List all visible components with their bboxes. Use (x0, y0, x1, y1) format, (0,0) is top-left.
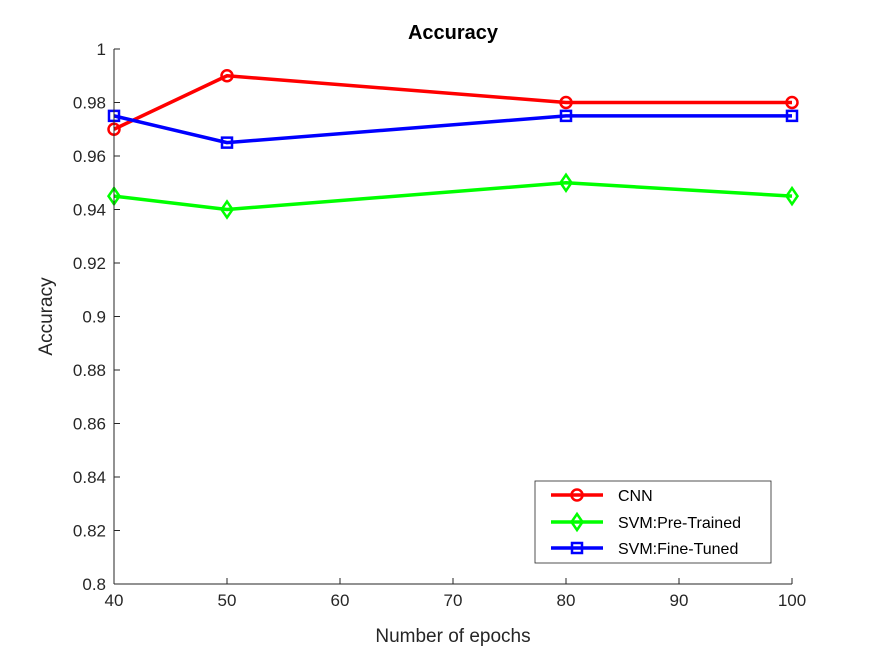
legend: CNN SVM:Pre-Trained SVM:Fine-Tuned (534, 480, 772, 564)
y-axis-label: Accuracy (36, 277, 57, 356)
y-tick-label: 0.92 (73, 254, 106, 273)
legend-entries: CNN SVM:Pre-Trained SVM:Fine-Tuned (551, 488, 741, 558)
legend-marker (570, 541, 584, 555)
x-axis-label: Number of epochs (375, 626, 530, 647)
data-point-marker (785, 95, 799, 110)
x-axis-ticks: 40 50 60 70 80 90 100 (105, 578, 806, 610)
legend-label: SVM:Pre-Trained (618, 515, 741, 532)
data-point-marker (220, 69, 234, 83)
x-tick-label: 90 (670, 591, 689, 610)
legend-marker (569, 511, 585, 533)
series-layer (106, 69, 800, 220)
y-tick-label: 0.98 (73, 94, 106, 113)
y-tick-label: 0.84 (73, 468, 106, 487)
series-group (107, 69, 799, 136)
x-tick-label: 50 (218, 591, 237, 610)
y-tick-label: 0.88 (73, 361, 106, 380)
data-point-marker (559, 109, 573, 123)
legend-marker (570, 488, 584, 502)
x-tick-label: 70 (444, 591, 463, 610)
series-line (113, 114, 792, 145)
data-point-marker (784, 185, 800, 207)
data-point-marker (220, 136, 234, 149)
y-tick-label: 0.82 (73, 522, 106, 541)
series-line (113, 181, 793, 212)
data-point-marker (219, 199, 235, 220)
data-point-marker (558, 172, 574, 193)
y-axis-ticks: 0.8 0.82 0.84 0.86 0.88 0.9 0.92 0.94 0.96 0.98 1 (73, 40, 120, 594)
chart-title: Accuracy (408, 22, 499, 44)
data-point-marker (785, 109, 799, 123)
x-tick-label: 100 (778, 591, 806, 610)
y-tick-label: 1 (97, 40, 106, 59)
y-tick-label: 0.86 (73, 415, 106, 434)
x-tick-label: 40 (105, 591, 124, 610)
x-tick-label: 80 (557, 591, 576, 610)
legend-label: SVM:Fine-Tuned (618, 541, 738, 558)
series-line (113, 74, 792, 131)
y-tick-label: 0.94 (73, 201, 106, 220)
y-tick-label: 0.96 (73, 147, 106, 166)
data-point-marker (559, 95, 573, 110)
legend-label: CNN (618, 488, 653, 505)
x-tick-label: 60 (331, 591, 350, 610)
y-tick-label: 0.8 (82, 575, 106, 594)
y-tick-label: 0.9 (82, 308, 106, 327)
